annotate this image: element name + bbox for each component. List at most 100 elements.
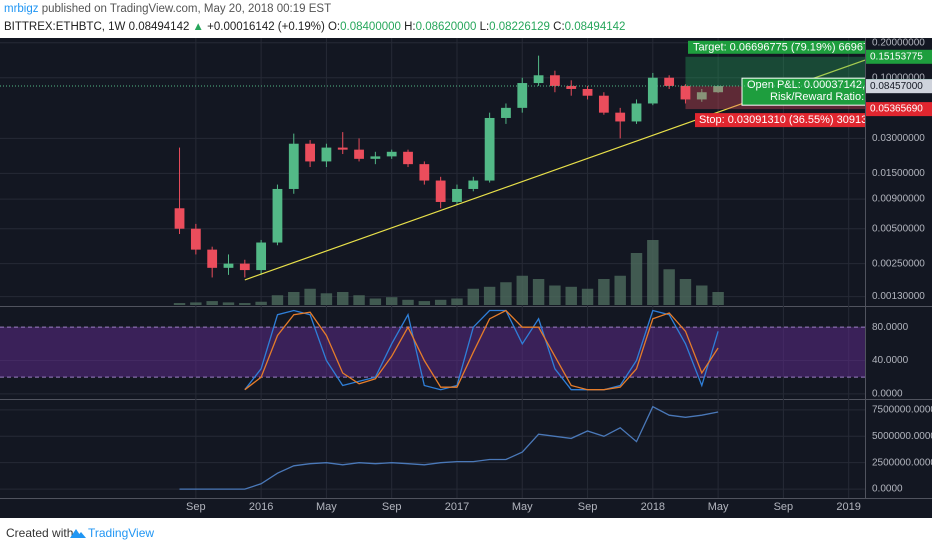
volume-bar: [337, 292, 349, 305]
series-line: [179, 405, 719, 490]
candle-body: [615, 112, 626, 122]
candle-body: [582, 88, 593, 96]
volume-bar: [467, 288, 480, 305]
volume-bar: [271, 295, 284, 305]
volume-bar: [598, 279, 610, 305]
candle-body: [256, 242, 267, 271]
y-tick-label: 5000000.0000: [872, 431, 932, 442]
x-tick-label: Sep: [578, 501, 598, 513]
price-label-box: [866, 102, 932, 117]
y-tick-label: 2500000.0000: [872, 457, 932, 468]
close: 0.08494142: [565, 21, 626, 33]
target-label: Target: 0.06696775 (79.19%) 669677: [693, 42, 875, 54]
published: published on TradingView.com, May 20, 20…: [39, 3, 332, 15]
volume-bar: [712, 292, 724, 305]
low: 0.08226129: [489, 21, 550, 33]
x-tick-label: Sep: [774, 501, 794, 513]
volume-bar: [451, 298, 463, 305]
high: 0.08620000: [416, 21, 477, 33]
volume-bar: [630, 253, 643, 305]
footer-brand[interactable]: TradingView: [88, 526, 154, 540]
candle-body: [354, 149, 364, 159]
y-tick-label: 80.0000: [872, 322, 909, 333]
volume-bar: [222, 302, 235, 305]
x-tick-label: May: [512, 501, 533, 513]
rr-label: Risk/Reward Ratio: 2: [770, 91, 873, 103]
pnl-label-box: [741, 77, 865, 106]
volume-bar: [239, 303, 251, 305]
y-tick-label: 0.00500000: [872, 223, 925, 234]
candle-body: [190, 228, 201, 250]
last: 0.08494142: [125, 21, 189, 33]
price-label-box: [866, 49, 932, 64]
y-tick-label: 0.01500000: [872, 168, 925, 179]
candle-body: [647, 77, 658, 104]
x-tick-label: May: [316, 501, 337, 513]
y-tick-label: 0.10000000: [872, 72, 925, 83]
low-label: L:: [476, 21, 489, 33]
series-line: [244, 309, 719, 391]
y-tick-label: 0.00250000: [872, 258, 925, 269]
volume-bar: [288, 292, 300, 305]
chart-background: [0, 38, 932, 518]
x-tick-label: May: [708, 501, 729, 513]
candle-body: [680, 85, 691, 100]
candle-body: [598, 95, 609, 113]
x-tick-label: 2018: [641, 501, 665, 513]
symbol: BITTREX:ETHBTC, 1W: [4, 21, 126, 33]
price-label: 0.05365690: [870, 104, 923, 115]
candle-body: [435, 180, 446, 202]
volume-bar: [549, 285, 561, 305]
volume-bar: [647, 240, 659, 305]
price-label-box: [866, 79, 932, 94]
arrow: ▲: [189, 21, 204, 33]
candle-body: [533, 75, 544, 84]
stop-label: Stop: 0.03091310 (36.55%) 309131: [699, 114, 873, 126]
volume-bar: [696, 285, 708, 305]
x-tick-label: 2016: [249, 501, 273, 513]
x-tick-label: 2019: [836, 501, 860, 513]
y-tick-label: 0.03000000: [872, 133, 925, 144]
candle-body: [305, 143, 315, 162]
candle-body: [288, 143, 299, 189]
open: 0.08400000: [340, 21, 401, 33]
candle-body: [664, 77, 675, 86]
high-label: H:: [401, 21, 416, 33]
volume-bar: [369, 298, 382, 305]
candle-body: [174, 208, 185, 229]
author[interactable]: mrbigz: [4, 3, 39, 15]
header-line-1: mrbigz published on TradingView.com, May…: [4, 3, 331, 15]
volume-bar: [614, 275, 626, 305]
volume-bar: [434, 299, 447, 305]
candle-body: [696, 92, 707, 100]
volume-bar: [385, 297, 398, 305]
candle-body: [223, 263, 234, 268]
candle-body: [419, 164, 430, 181]
pnl-label: Open P&L: 0.00037142, Q: [747, 79, 877, 91]
volume-bar: [565, 286, 577, 305]
y-tick-label: 40.0000: [872, 355, 909, 366]
candle-body: [386, 151, 397, 157]
volume-bar: [581, 288, 594, 305]
y-tick-label: 7500000.0000: [872, 405, 932, 416]
price-label: 0.08457000: [870, 81, 923, 92]
candle-body: [272, 188, 283, 243]
stop-label-box: [695, 113, 865, 128]
volume-bar: [402, 299, 414, 305]
x-tick-label: 2017: [445, 501, 469, 513]
plot-area: Target: 0.06696775 (79.19%) 669677 Open P…: [0, 38, 877, 498]
series-line: [244, 309, 719, 391]
volume-bar: [418, 301, 431, 305]
volume-bar: [516, 275, 528, 305]
candle-body: [370, 156, 381, 159]
volume-bar: [304, 288, 316, 305]
open-label: O:: [325, 21, 340, 33]
candle-body: [631, 103, 642, 122]
candle-body: [713, 85, 724, 93]
volume-bar: [206, 301, 218, 305]
volume-bar: [483, 286, 496, 305]
y-tick-label: 0.0000: [872, 484, 903, 495]
candle-body: [321, 147, 332, 162]
